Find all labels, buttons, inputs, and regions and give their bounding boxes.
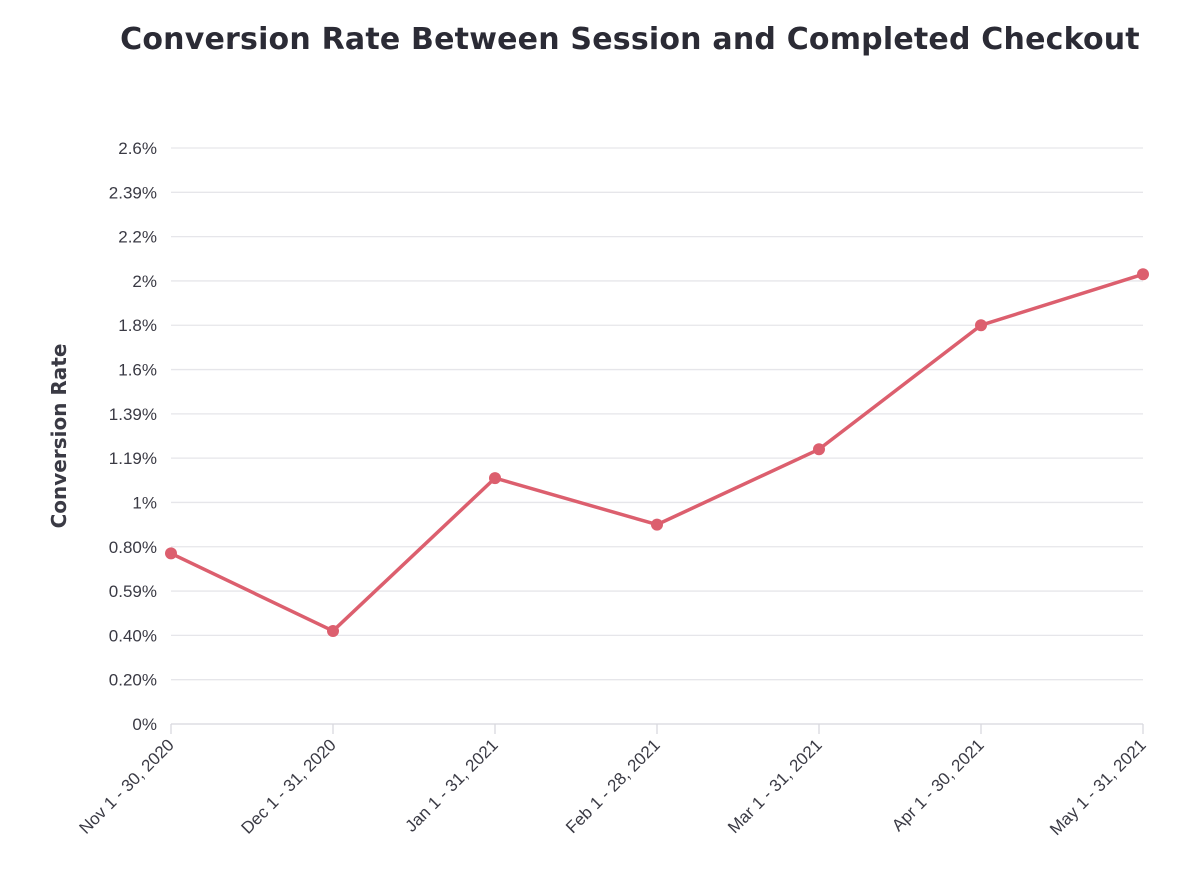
y-tick-label: 1% xyxy=(132,493,157,512)
y-tick-label: 1.6% xyxy=(118,361,157,380)
y-tick-label: 0% xyxy=(132,715,157,734)
x-tick-label: Dec 1 - 31, 2020 xyxy=(238,735,340,837)
data-point xyxy=(489,472,501,485)
data-point xyxy=(651,518,663,531)
chart-title: Conversion Rate Between Session and Comp… xyxy=(120,22,1140,57)
y-tick-label: 1.39% xyxy=(109,405,157,424)
x-tick-label: Mar 1 - 31, 2021 xyxy=(724,735,826,837)
x-tick-label: Nov 1 - 30, 2020 xyxy=(76,735,178,837)
y-tick-label: 2.2% xyxy=(118,228,157,247)
x-tick-label: Jan 1 - 31, 2021 xyxy=(402,735,502,835)
y-tick-label: 2.39% xyxy=(109,183,157,202)
y-tick-label: 2.6% xyxy=(118,139,157,158)
y-tick-label: 2% xyxy=(132,272,157,291)
y-axis-label: Conversion Rate xyxy=(47,344,71,529)
data-point xyxy=(975,319,987,332)
y-tick-label: 0.80% xyxy=(109,538,157,557)
y-tick-label: 1.19% xyxy=(109,449,157,468)
data-point xyxy=(1137,268,1149,281)
x-tick-label: Apr 1 - 30, 2021 xyxy=(888,735,988,835)
y-tick-label: 0.59% xyxy=(109,582,157,601)
x-tick-label: Feb 1 - 28, 2021 xyxy=(562,735,664,837)
y-tick-label: 0.40% xyxy=(109,626,157,645)
series-line xyxy=(170,272,1144,633)
y-tick-label: 1.8% xyxy=(118,316,157,335)
data-point xyxy=(327,624,339,637)
data-point xyxy=(813,443,825,456)
y-tick-label: 0.20% xyxy=(109,671,157,690)
x-tick-label: May 1 - 31, 2021 xyxy=(1046,735,1150,839)
data-point xyxy=(165,547,177,560)
